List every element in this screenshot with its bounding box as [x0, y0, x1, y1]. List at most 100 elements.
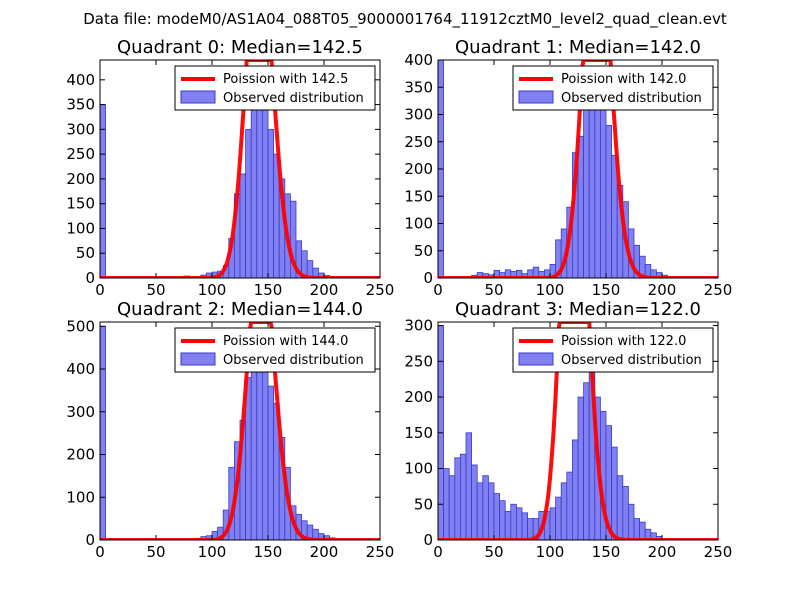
y-tick-label: 0 — [85, 531, 95, 549]
y-tick-label: 50 — [414, 495, 433, 513]
panel-quadrant-2: Quadrant 2: Median=144.0 0 50 100 150 200 250 0… — [66, 299, 394, 561]
histogram-bar — [560, 482, 568, 540]
y-tick-label: 200 — [66, 170, 95, 188]
histogram-bar — [616, 475, 624, 540]
legend-line-label: Poission with 122.0 — [561, 334, 686, 349]
legend-bar-swatch — [518, 352, 554, 366]
axes-frame — [99, 59, 381, 279]
histogram-bar — [499, 500, 506, 540]
y-tick-label: 100 — [66, 219, 95, 237]
histogram-bar — [476, 482, 484, 540]
x-tick-label: 100 — [536, 543, 565, 561]
x-tick-label: 250 — [704, 543, 733, 561]
histogram-bar — [605, 125, 612, 278]
y-tick-label: 150 — [404, 187, 433, 205]
histogram-bar — [454, 457, 461, 540]
histogram-bar — [100, 104, 106, 278]
x-tick-label: 200 — [310, 543, 339, 561]
x-tick-label: 150 — [254, 543, 283, 561]
histogram-bar — [459, 453, 467, 540]
legend-bar-swatch — [180, 352, 216, 366]
y-tick-label: 300 — [66, 403, 95, 421]
y-tick-label: 250 — [404, 133, 433, 151]
y-tick-label: 100 — [66, 488, 95, 506]
histogram-bar — [611, 446, 618, 540]
histogram-bar — [566, 471, 573, 540]
histogram-bar — [443, 468, 450, 540]
legend-bar-label: Observed distribution — [223, 91, 364, 106]
histogram-bar — [267, 385, 274, 540]
x-tick-label: 100 — [536, 281, 565, 299]
y-tick-label: 0 — [423, 269, 433, 287]
histogram-bar — [600, 86, 607, 278]
axes-frame — [437, 321, 719, 541]
x-tick-label: 0 — [95, 543, 105, 561]
histogram-bar — [239, 173, 246, 278]
histogram-bar — [261, 347, 269, 540]
histogram-bar — [510, 503, 517, 540]
x-tick-label: 0 — [433, 281, 443, 299]
y-tick-label: 50 — [76, 244, 95, 262]
histogram-bar — [633, 518, 640, 540]
legend-bar-label: Observed distribution — [561, 353, 702, 368]
y-tick-label: 50 — [414, 242, 433, 260]
y-tick-label: 400 — [66, 71, 95, 89]
histogram-bar — [577, 396, 584, 540]
histogram-bar — [622, 485, 629, 540]
histogram-bar — [555, 496, 562, 540]
histogram-bar — [245, 128, 252, 278]
histogram-bar — [521, 512, 528, 540]
x-tick-label: 100 — [198, 543, 227, 561]
figure-title: Data file: modeM0/AS1A04_088T05_90000017… — [83, 10, 727, 29]
legend-line-label: Poission with 142.0 — [561, 72, 686, 87]
histogram-bar — [100, 325, 106, 540]
histogram-bar — [583, 92, 590, 278]
y-tick-label: 300 — [66, 120, 95, 138]
histogram-bar — [572, 439, 579, 540]
histogram-bar — [549, 507, 556, 540]
histogram-bar — [267, 128, 274, 278]
legend-bar-swatch — [180, 90, 216, 104]
y-tick-label: 250 — [66, 145, 95, 163]
histogram-bar — [261, 84, 269, 278]
legend-bar-label: Observed distribution — [223, 353, 364, 368]
histogram-bar — [250, 99, 258, 278]
poisson-curve — [100, 322, 380, 540]
x-tick-label: 50 — [146, 281, 165, 299]
x-tick-label: 150 — [592, 281, 621, 299]
histogram-bar — [516, 507, 523, 540]
x-tick-label: 0 — [433, 543, 443, 561]
histogram-bar — [465, 432, 472, 540]
legend-line-label: Poission with 144.0 — [223, 334, 348, 349]
y-tick-label: 200 — [404, 388, 433, 406]
y-tick-label: 300 — [404, 106, 433, 124]
y-tick-label: 350 — [66, 96, 95, 114]
x-tick-label: 200 — [648, 543, 677, 561]
histogram-bar — [250, 351, 258, 540]
panel-quadrant-1: Quadrant 1: Median=142.0 0 50 100 150 200 250 0… — [404, 37, 732, 299]
x-tick-label: 200 — [310, 281, 339, 299]
histogram-bar — [588, 81, 596, 278]
panel-quadrant-3: Quadrant 3: Median=122.0 0 50 100 150 200 250 0… — [404, 299, 732, 561]
y-tick-label: 200 — [66, 446, 95, 464]
x-tick-label: 0 — [95, 281, 105, 299]
y-tick-label: 400 — [66, 360, 95, 378]
x-tick-label: 150 — [254, 281, 283, 299]
y-tick-label: 500 — [66, 317, 95, 335]
histogram-bar — [482, 475, 489, 540]
panels: Quadrant 0: Median=142.5 0 50 100 150 200 250 0… — [66, 37, 732, 561]
poisson-curve — [438, 60, 718, 278]
plot-area — [100, 60, 380, 278]
plot-area — [438, 60, 718, 278]
legend-bar-label: Observed distribution — [561, 91, 702, 106]
x-tick-label: 100 — [198, 281, 227, 299]
histogram-bar — [256, 89, 263, 278]
axes-frame — [99, 321, 381, 541]
histogram-bar — [504, 511, 512, 540]
legend-box — [512, 327, 714, 373]
panel-title: Quadrant 1: Median=142.0 — [455, 37, 701, 58]
histogram-bar — [628, 503, 635, 540]
x-tick-label: 50 — [484, 543, 503, 561]
histogram-bar — [527, 518, 534, 540]
